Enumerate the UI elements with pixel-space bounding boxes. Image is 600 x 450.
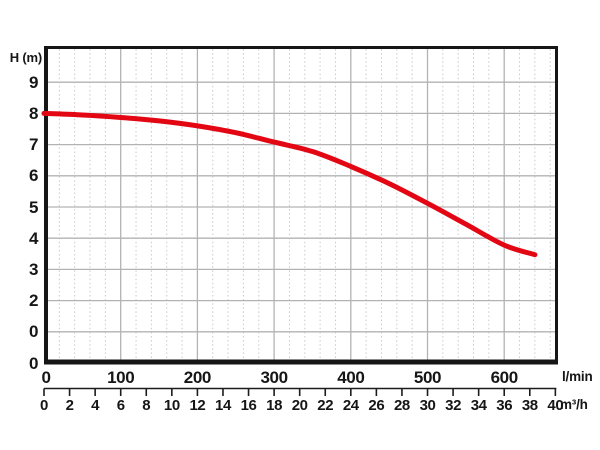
pump-head-curve [41,110,538,258]
